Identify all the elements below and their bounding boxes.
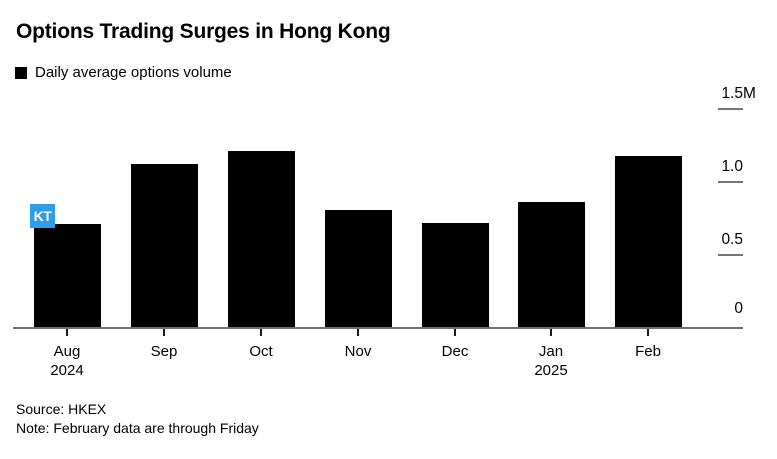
y-tick-number: 0.5 [721, 231, 743, 248]
y-tick-dash [718, 181, 743, 183]
x-tick-year-label: 2025 [534, 362, 568, 379]
y-tick-number: 1.5 [721, 85, 743, 102]
bar-aug [33, 224, 101, 327]
x-axis-line [13, 327, 743, 329]
x-tick [163, 329, 165, 336]
bar-sep [130, 164, 198, 327]
bar-jan [517, 202, 585, 327]
x-tick-label: Feb [635, 343, 661, 360]
bar-feb [614, 155, 682, 327]
x-tick [260, 329, 262, 336]
bar-nov [324, 209, 392, 327]
cursor-badge: KT [30, 204, 55, 228]
x-tick [647, 329, 649, 336]
y-tick-label: 1.5 M [683, 85, 755, 103]
x-tick-label: Oct [249, 343, 273, 360]
y-tick-label: 1.0 [683, 158, 743, 176]
x-tick [357, 329, 359, 336]
legend-label: Daily average options volume [35, 64, 232, 81]
legend-swatch-icon [15, 66, 27, 79]
footer: Source: HKEX Note: February data are thr… [16, 400, 259, 438]
bar-oct [227, 151, 295, 327]
x-tick [66, 329, 68, 336]
source-note: Source: HKEX [16, 401, 107, 417]
y-tick-number: 0 [734, 300, 743, 317]
y-tick-number: 1.0 [721, 158, 743, 175]
y-axis-unit: M [743, 85, 756, 102]
x-tick-label: Nov [344, 343, 372, 360]
y-tick-dash [718, 108, 743, 110]
x-tick-year-label: 2024 [50, 362, 84, 379]
chart-title: Options Trading Surges in Hong Kong [16, 20, 391, 43]
y-tick-label: 0 [683, 300, 743, 318]
x-tick-label: Aug [53, 343, 81, 360]
x-tick [550, 329, 552, 336]
x-tick-label: Jan [538, 343, 564, 360]
footnote: Note: February data are through Friday [16, 420, 259, 436]
y-tick-dash [718, 254, 743, 256]
legend: Daily average options volume [15, 64, 232, 81]
x-tick-label: Sep [150, 343, 178, 360]
x-tick [454, 329, 456, 336]
y-tick-label: 0.5 [683, 231, 743, 249]
bar-dec [421, 222, 489, 327]
x-tick-label: Dec [441, 343, 469, 360]
